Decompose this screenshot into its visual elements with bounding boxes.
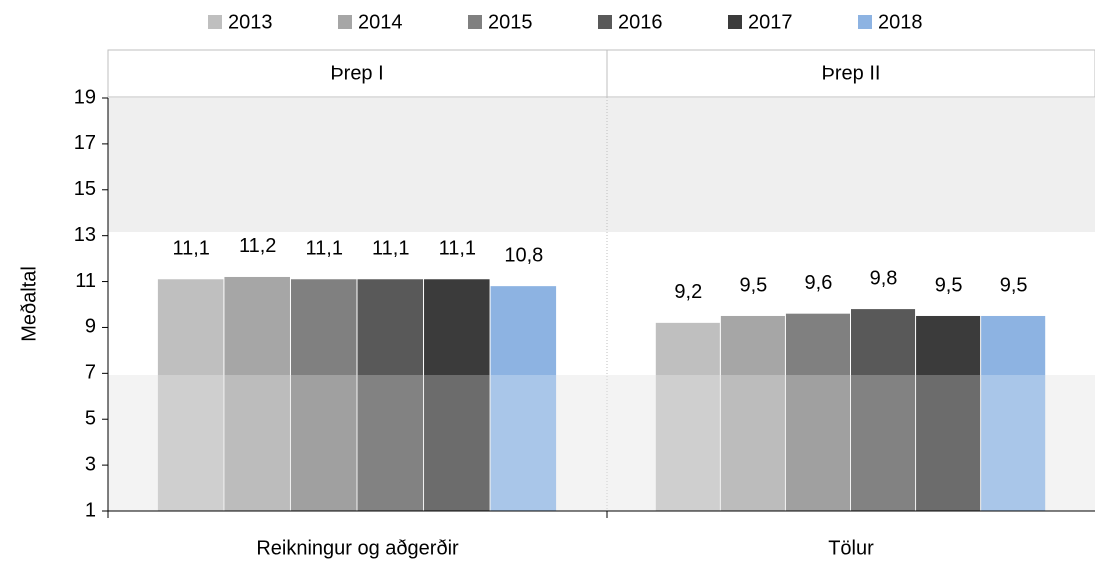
data-label: 11,2: [239, 235, 276, 257]
data-label: 11,1: [172, 238, 209, 260]
bar: [357, 279, 424, 511]
data-label: 9,6: [805, 272, 833, 294]
y-tick-label: 9: [85, 316, 96, 338]
legend-label: 2013: [228, 11, 273, 33]
legend-swatch: [208, 15, 222, 29]
data-label: 9,8: [870, 267, 898, 289]
bar: [157, 279, 224, 511]
bar: [490, 286, 557, 511]
legend-swatch: [338, 15, 352, 29]
upper-band: [108, 98, 1095, 232]
bar: [981, 315, 1046, 511]
y-tick-label: 11: [75, 270, 96, 292]
bar: [224, 276, 290, 511]
legend-label: 2015: [488, 11, 533, 33]
y-tick-label: 17: [74, 132, 96, 154]
data-label: 9,5: [1000, 274, 1028, 296]
y-tick-label: 15: [74, 178, 96, 200]
legend-swatch: [598, 15, 612, 29]
data-label: 9,5: [935, 274, 963, 296]
panel-title: Þrep I: [330, 62, 383, 84]
legend-label: 2014: [358, 11, 403, 33]
data-label: 11,1: [306, 238, 343, 260]
legend-swatch: [858, 15, 872, 29]
y-axis-label: Meðaltal: [18, 266, 40, 342]
y-tick-label: 1: [85, 499, 96, 521]
data-label: 9,5: [739, 274, 767, 296]
bar: [851, 309, 916, 511]
legend-swatch: [728, 15, 742, 29]
y-tick-label: 5: [85, 408, 96, 430]
bars: [157, 276, 1046, 511]
bar: [424, 279, 490, 511]
legend-swatch: [468, 15, 482, 29]
panel-header: [606, 49, 1095, 98]
x-tick-label: Tölur: [828, 537, 874, 559]
y-tick-label: 19: [74, 86, 96, 108]
panel-title: Þrep II: [822, 62, 881, 84]
panel-header: [107, 49, 608, 98]
bar: [785, 313, 850, 511]
bar: [916, 315, 981, 511]
x-tick-label: Reikningur og aðgerðir: [256, 537, 459, 559]
data-label: 9,2: [674, 281, 702, 303]
bar: [290, 279, 357, 511]
legend-label: 2018: [878, 11, 923, 33]
data-label: 11,1: [439, 238, 476, 260]
y-tick-label: 7: [85, 362, 96, 384]
y-tick-label: 13: [74, 224, 96, 246]
bar: [655, 322, 720, 511]
legend-label: 2017: [748, 11, 793, 33]
data-label: 10,8: [504, 244, 543, 266]
y-tick-label: 3: [85, 453, 96, 475]
bar: [720, 315, 785, 511]
lower-band-overlay: [108, 375, 1095, 511]
data-label: 11,1: [372, 238, 409, 260]
legend-label: 2016: [618, 11, 663, 33]
